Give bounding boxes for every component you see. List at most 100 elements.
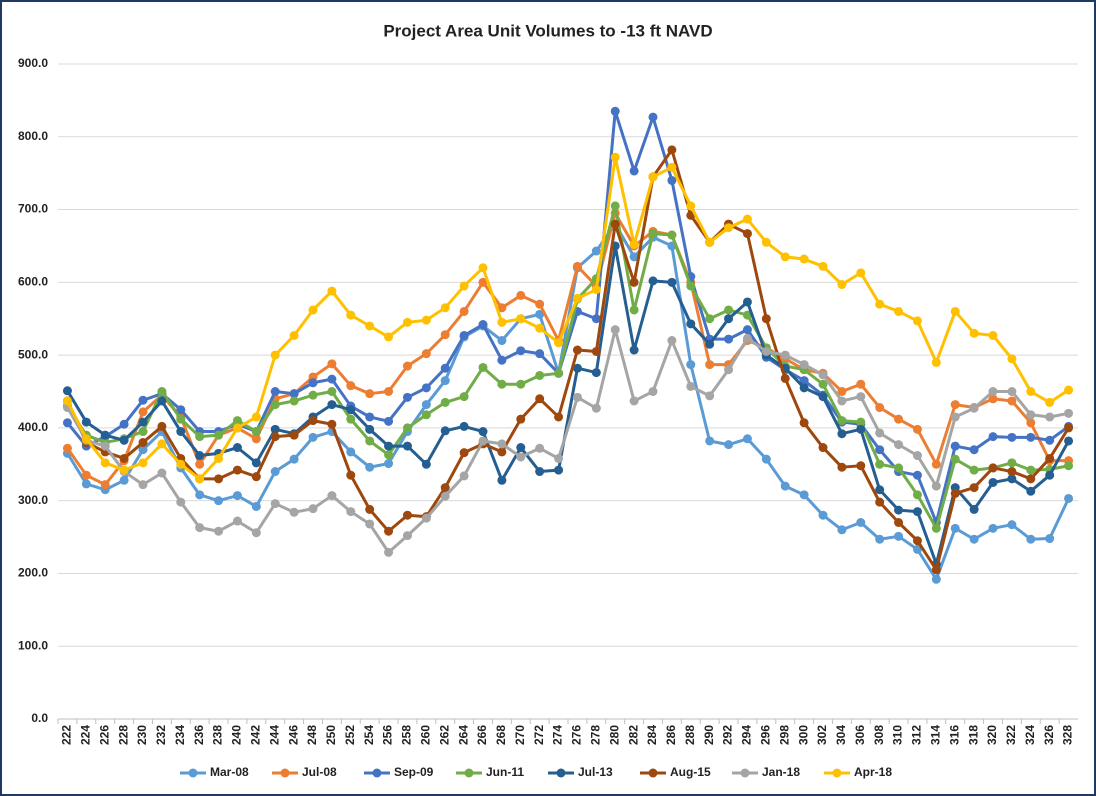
data-point (894, 306, 904, 316)
data-point (176, 497, 186, 507)
data-point (516, 314, 526, 324)
data-point (497, 303, 507, 313)
data-point (535, 467, 545, 477)
data-point (742, 229, 752, 239)
x-tick-label: 316 (947, 725, 961, 745)
data-point (742, 434, 752, 444)
data-point (232, 465, 242, 475)
data-point (1026, 474, 1036, 484)
data-point (81, 470, 91, 480)
data-point (195, 459, 205, 469)
data-point (81, 434, 91, 444)
data-point (402, 423, 412, 433)
data-point (912, 536, 922, 546)
data-point (440, 363, 450, 373)
x-tick-label: 302 (815, 725, 829, 745)
data-point (1045, 397, 1055, 407)
data-point (950, 523, 960, 533)
data-point (346, 507, 356, 517)
data-point (270, 400, 280, 410)
data-point (516, 346, 526, 356)
series (62, 325, 1074, 557)
data-point (516, 443, 526, 453)
data-point (232, 443, 242, 453)
data-point (610, 219, 620, 229)
data-point (251, 412, 261, 422)
legend-marker (556, 768, 566, 778)
data-point (591, 285, 601, 295)
x-tick-label: 306 (853, 725, 867, 745)
data-point (818, 261, 828, 271)
data-point (308, 390, 318, 400)
data-point (1026, 486, 1036, 496)
data-point (308, 432, 318, 442)
data-point (648, 229, 658, 239)
data-point (667, 175, 677, 185)
data-point (950, 412, 960, 422)
data-point (346, 405, 356, 415)
data-point (1026, 418, 1036, 428)
series (62, 152, 1074, 484)
legend-marker (832, 768, 842, 778)
data-point (119, 435, 129, 445)
x-tick-label: 242 (249, 725, 263, 745)
data-point (327, 374, 337, 384)
data-point (478, 436, 488, 446)
data-point (648, 387, 658, 396)
data-point (270, 387, 280, 396)
data-point (856, 268, 866, 278)
data-point (875, 445, 885, 455)
data-point (875, 485, 885, 495)
data-point (667, 230, 677, 240)
data-point (402, 317, 412, 327)
series (62, 241, 1074, 569)
data-point (591, 368, 601, 378)
x-tick-label: 226 (97, 725, 111, 745)
data-point (289, 430, 299, 440)
x-tick-label: 238 (211, 725, 225, 745)
x-tick-label: 260 (419, 725, 433, 745)
data-point (837, 396, 847, 406)
data-point (894, 414, 904, 424)
data-point (478, 362, 488, 372)
data-point (950, 441, 960, 451)
data-point (591, 403, 601, 413)
data-point (591, 346, 601, 356)
data-point (100, 480, 110, 490)
data-point (837, 280, 847, 290)
data-point (270, 424, 280, 434)
data-point (1045, 453, 1055, 463)
data-point (1007, 432, 1017, 442)
data-point (270, 467, 280, 477)
data-point (440, 426, 450, 436)
data-point (459, 392, 469, 402)
data-point (384, 441, 394, 451)
data-point (912, 424, 922, 434)
data-point (629, 345, 639, 355)
data-point (799, 383, 809, 393)
data-point (251, 427, 261, 437)
data-point (119, 453, 129, 463)
data-point (724, 305, 734, 315)
data-point (931, 565, 941, 575)
data-point (308, 504, 318, 514)
data-point (591, 246, 601, 256)
data-point (138, 445, 148, 455)
x-tick-label: 318 (966, 725, 980, 745)
data-point (780, 252, 790, 262)
data-point (346, 470, 356, 480)
data-point (629, 239, 639, 249)
data-point (629, 166, 639, 176)
data-point (705, 391, 715, 401)
data-point (176, 459, 186, 469)
legend-marker (372, 768, 382, 778)
data-point (912, 544, 922, 554)
data-point (818, 392, 828, 402)
data-point (62, 396, 72, 406)
data-point (195, 451, 205, 461)
data-point (138, 417, 148, 427)
data-point (251, 472, 261, 482)
data-point (365, 412, 375, 422)
data-point (421, 400, 431, 410)
